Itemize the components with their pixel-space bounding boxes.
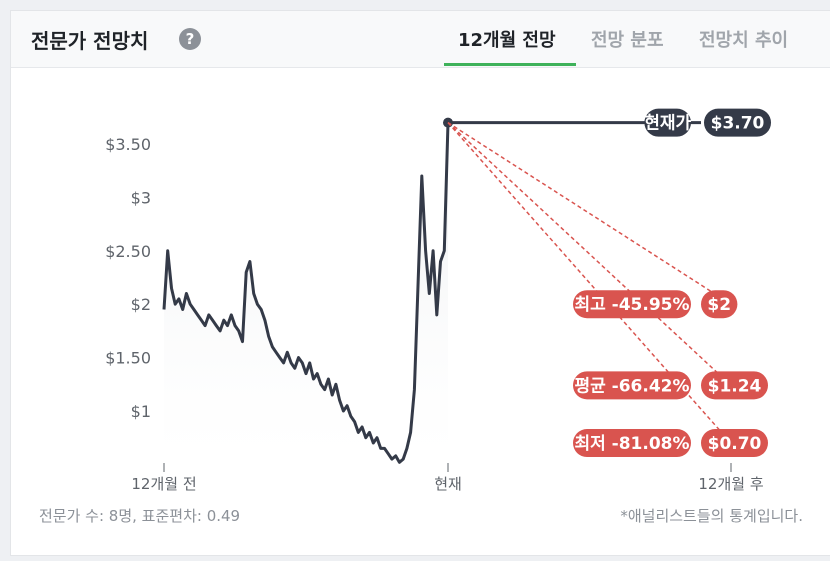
card-header: 전문가 전망치 ? 12개월 전망 전망 분포 전망치 추이 bbox=[11, 11, 830, 68]
target-line bbox=[447, 122, 732, 305]
analyst-count: 전문가 수: 8명, 표준편차: 0.49 bbox=[39, 507, 241, 525]
y-tick-label: $1 bbox=[131, 402, 151, 421]
current-price-label: 현재가 bbox=[644, 114, 691, 134]
current-price-value: $3.70 bbox=[711, 114, 765, 134]
price-chart: $3.50 $3 $2.50 $2 $1.50 $1 12개월 전 현재 12개월 후 현재가 $3… bbox=[105, 108, 771, 493]
tab-12-month-forecast[interactable]: 12개월 전망 bbox=[458, 30, 556, 51]
current-price-label-pill bbox=[644, 108, 691, 137]
help-icon[interactable]: ? bbox=[179, 28, 201, 50]
target-line bbox=[447, 122, 732, 444]
target-value: $1.24 bbox=[708, 376, 762, 396]
target-label-pill bbox=[573, 429, 691, 458]
y-tick-label: $3 bbox=[131, 188, 151, 207]
current-price-value-pill bbox=[704, 108, 771, 137]
target-value-pill bbox=[701, 371, 768, 400]
target-label: 최저 -81.08% bbox=[574, 434, 689, 454]
y-tick-label: $2.50 bbox=[105, 242, 151, 261]
y-tick-label: $2 bbox=[131, 295, 151, 314]
target-value-pill bbox=[701, 429, 768, 458]
target-label: 평균 -66.42% bbox=[574, 376, 689, 396]
price-line bbox=[162, 122, 450, 464]
active-tab-indicator bbox=[444, 63, 576, 66]
price-area bbox=[164, 122, 448, 463]
target-label-pill bbox=[573, 290, 691, 319]
target-value: $0.70 bbox=[708, 434, 762, 454]
y-tick-label: $1.50 bbox=[105, 349, 151, 368]
card-title: 전문가 전망치 bbox=[31, 29, 149, 53]
tab-forecast-trend[interactable]: 전망치 추이 bbox=[699, 30, 789, 51]
x-tick-label: 12개월 후 bbox=[698, 475, 763, 493]
tab-forecast-distribution[interactable]: 전망 분포 bbox=[591, 30, 664, 51]
x-tick-label: 12개월 전 bbox=[131, 475, 196, 493]
y-tick-label: $3.50 bbox=[105, 135, 151, 154]
target-label: 최고 -45.95% bbox=[574, 295, 689, 315]
price-target-card: 전문가 전망치 ? 12개월 전망 전망 분포 전망치 추이 $3.50 $3 $2… bbox=[10, 10, 830, 556]
target-label-pill bbox=[573, 371, 691, 400]
target-value-pill bbox=[701, 290, 738, 319]
target-value: $2 bbox=[707, 295, 731, 315]
statistics-note: *애널리스트들의 통계입니다. bbox=[620, 507, 803, 525]
target-line bbox=[447, 122, 732, 386]
x-tick-label: 현재 bbox=[434, 475, 462, 493]
